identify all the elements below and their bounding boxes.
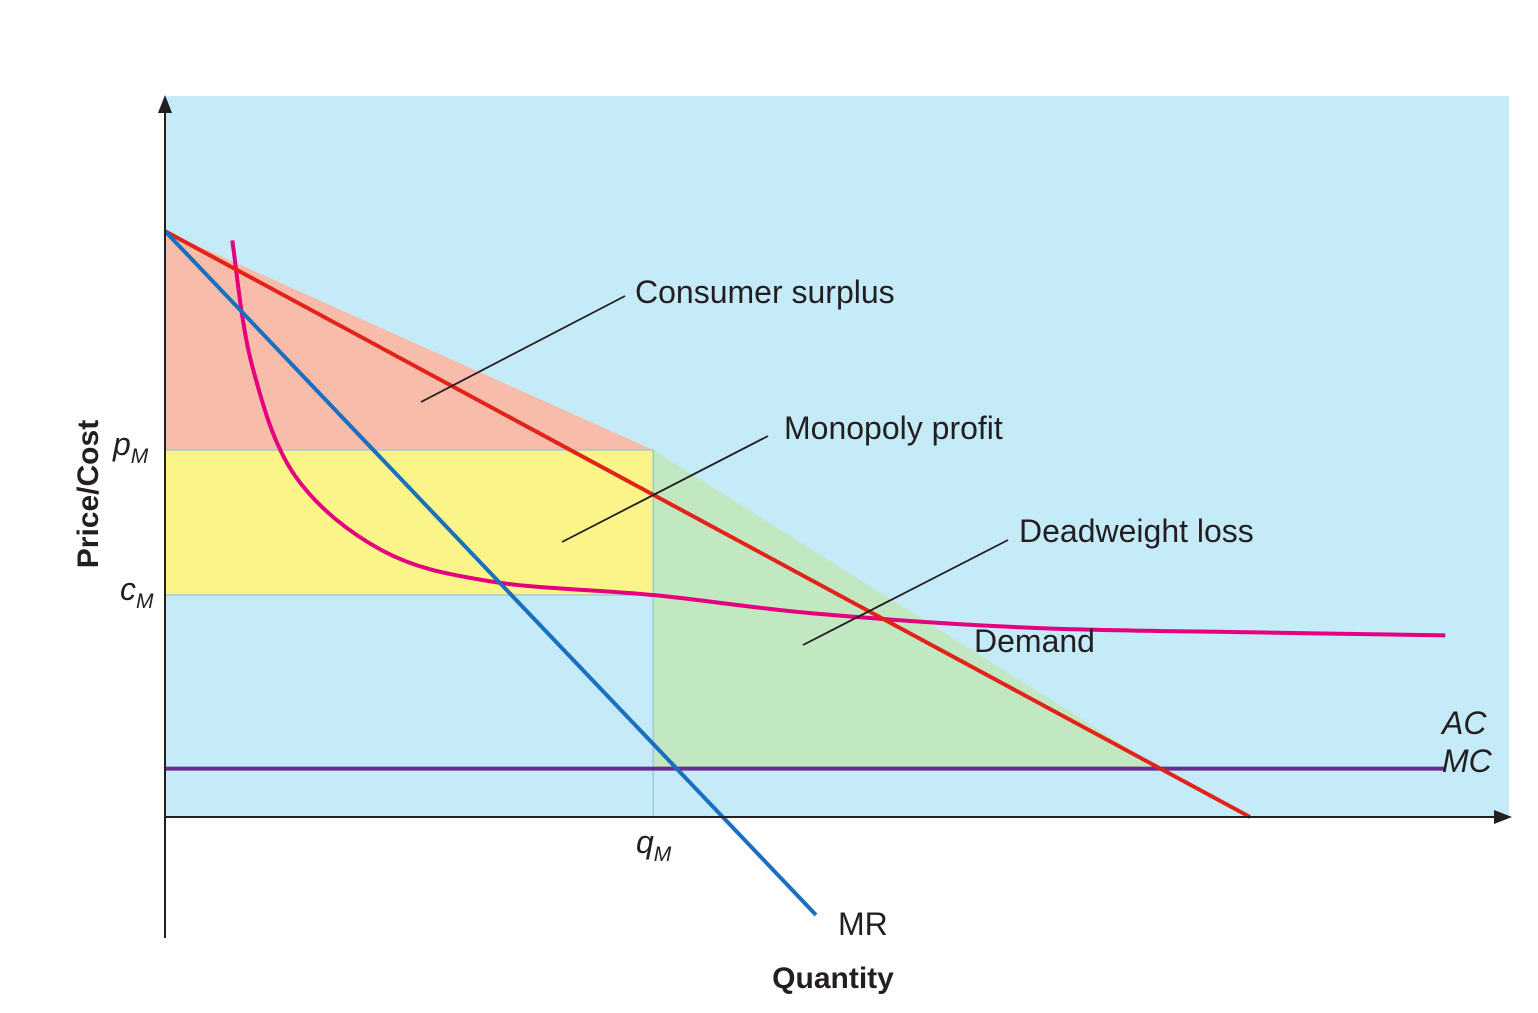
y-tick-pm: pM (112, 426, 149, 468)
deadweight-loss-label: Deadweight loss (1019, 513, 1254, 549)
x-tick-qm: qM (636, 824, 672, 866)
consumer-surplus-label: Consumer surplus (635, 274, 895, 310)
mr-label: MR (838, 906, 888, 942)
mc-label: MC (1442, 743, 1493, 779)
consumer-surplus-leader (420, 295, 626, 403)
demand-label: Demand (974, 623, 1095, 659)
consumer-surplus-region (165, 231, 654, 450)
mr-line (163, 229, 818, 917)
x-axis-title: Quantity (772, 962, 894, 995)
monopoly-profit-leader (561, 435, 769, 543)
y-axis-title: Price/Cost (72, 420, 105, 568)
monopoly-profit-region (165, 449, 654, 596)
ac-curve (230, 240, 1446, 638)
x-axis-arrow (1494, 810, 1512, 824)
deadweight-loss-region (653, 449, 1161, 769)
y-axis-arrow (158, 95, 172, 113)
monopoly-profit-label: Monopoly profit (784, 410, 1003, 446)
demand-line (164, 229, 1251, 819)
ac-label: AC (1440, 705, 1487, 741)
y-tick-cm: cM (120, 571, 154, 613)
deadweight-loss-leader (802, 539, 1009, 646)
